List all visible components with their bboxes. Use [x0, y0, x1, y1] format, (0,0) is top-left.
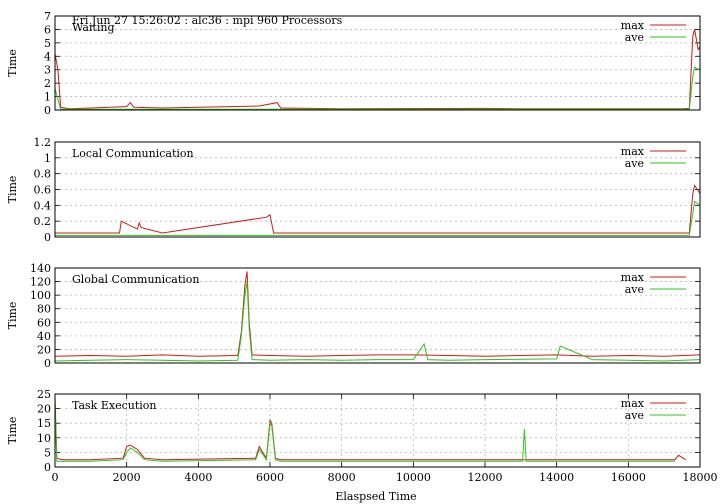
y-tick-label: 120	[30, 276, 51, 289]
y-tick-label: 1.2	[34, 136, 52, 149]
legend-label-max: max	[621, 397, 645, 410]
plot-frame	[54, 15, 701, 111]
chart-panel-2: 0 0.2 0.4 0.6 0.8 1 1.2 Local Communication Time…	[6, 136, 701, 244]
series-line-ave	[55, 200, 701, 236]
y-tick-label: 0	[44, 104, 51, 117]
x-tick-label: 4000	[184, 471, 212, 484]
panel-title: Task Execution	[72, 399, 156, 412]
figure-header: Fri Jun 27 15:26:02 : alc36 : mpi 960 Pr…	[72, 14, 343, 27]
x-tick-label: 10000	[396, 471, 431, 484]
y-tick-label: 4	[44, 50, 51, 63]
y-tick-label: 20	[37, 343, 51, 356]
y-tick-label: 1	[44, 152, 51, 165]
legend-label-max: max	[621, 145, 645, 158]
y-tick-label: 20	[37, 403, 51, 416]
panel-title: Waiting	[72, 21, 115, 34]
x-tick-label: 6000	[256, 471, 284, 484]
y-tick-label: 140	[30, 262, 51, 275]
y-axis-label: Time	[6, 176, 19, 204]
legend-label-ave: ave	[625, 409, 644, 422]
y-tick-label: 10	[37, 432, 51, 445]
x-tick-label: 0	[52, 471, 59, 484]
y-tick-label: 0.8	[34, 168, 52, 181]
y-tick-label: 1	[44, 91, 51, 104]
series-line-max	[54, 29, 701, 110]
legend-label-ave: ave	[625, 31, 644, 44]
plot-frame	[54, 141, 701, 238]
x-tick-label: 18000	[683, 471, 718, 484]
y-axis-label: Time	[6, 417, 19, 445]
y-tick-label: 7	[44, 10, 51, 23]
y-tick-label: 0	[44, 357, 51, 370]
y-tick-label: 5	[44, 37, 51, 50]
y-tick-label: 0.2	[34, 215, 52, 228]
series-line-max	[54, 271, 701, 357]
panel-title: Local Communication	[72, 147, 194, 160]
y-tick-label: 0.4	[34, 199, 52, 212]
y-tick-label: 0	[44, 231, 51, 244]
x-axis-label: Elaspsed Time	[335, 490, 416, 503]
series-line-max	[55, 184, 701, 234]
y-tick-label: 100	[30, 289, 51, 302]
y-tick-label: 60	[37, 316, 51, 329]
y-tick-label: 25	[37, 388, 51, 401]
y-axis-label: Time	[6, 49, 19, 77]
panel-title: Global Communication	[72, 273, 200, 286]
y-tick-label: 0	[44, 461, 51, 474]
y-tick-label: 5	[44, 446, 51, 459]
y-axis-label: Time	[6, 302, 19, 330]
y-tick-label: 0.6	[34, 184, 52, 197]
x-tick-label: 12000	[468, 471, 503, 484]
series-line-ave	[54, 66, 701, 110]
x-tick-label: 2000	[113, 471, 141, 484]
x-tick-label: 8000	[328, 471, 356, 484]
series-line-ave	[54, 281, 701, 362]
y-tick-label: 3	[44, 64, 51, 77]
legend-label-max: max	[621, 271, 645, 284]
x-tick-label: 16000	[611, 471, 646, 484]
legend-label-ave: ave	[625, 157, 644, 170]
x-tick-label: 14000	[539, 471, 574, 484]
y-tick-label: 2	[44, 77, 51, 90]
y-tick-label: 80	[37, 303, 51, 316]
y-tick-label: 40	[37, 330, 51, 343]
y-tick-label: 15	[37, 417, 51, 430]
plot-frame	[54, 267, 701, 364]
chart-panels: 01234567WaitingTimemaxave00.20.40.60.811…	[6, 10, 718, 484]
series-line-max	[54, 396, 686, 461]
legend-label-max: max	[621, 19, 645, 32]
legend-label-ave: ave	[625, 283, 644, 296]
y-tick-label: 6	[44, 23, 51, 36]
series-line-ave	[54, 402, 675, 462]
plot-frame	[54, 393, 701, 468]
